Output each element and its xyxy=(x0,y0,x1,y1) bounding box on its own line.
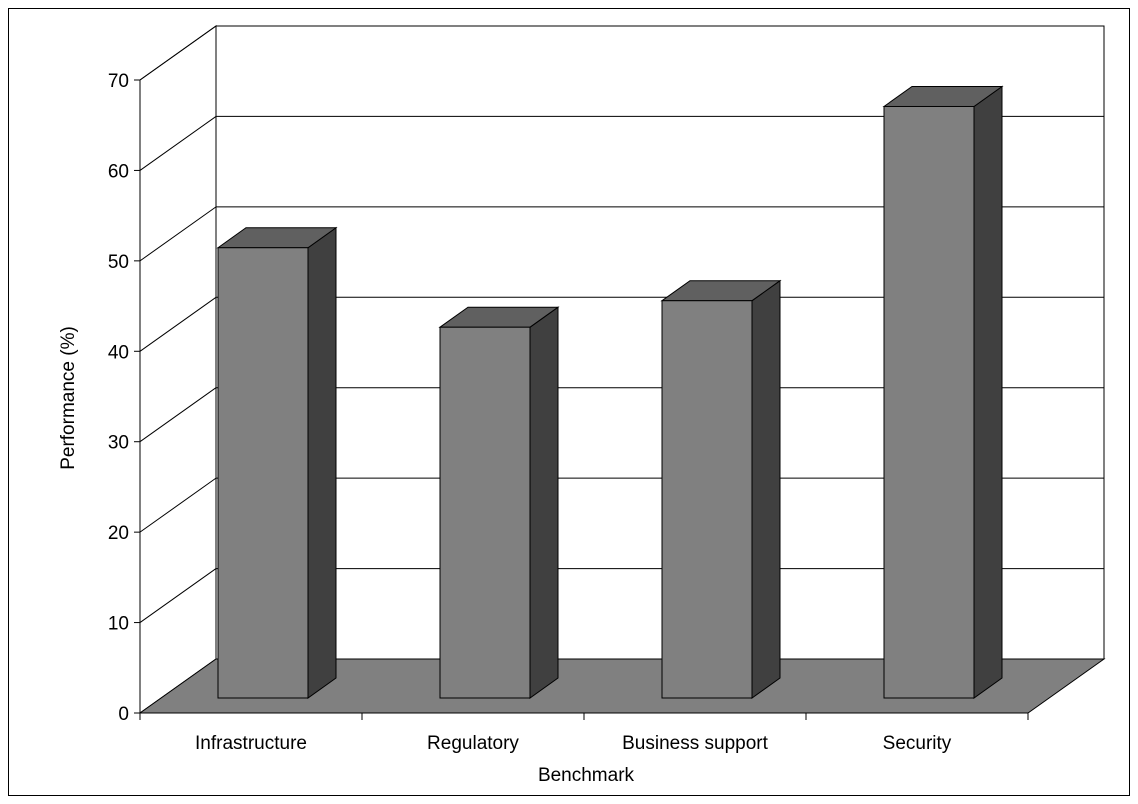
y-tick-label: 20 xyxy=(108,523,129,544)
gridline-side xyxy=(139,477,217,533)
bar-security xyxy=(882,85,1004,699)
bar-regulatory xyxy=(438,306,560,699)
bars xyxy=(216,85,1004,699)
y-tick-label: 70 xyxy=(108,71,129,92)
side-wall xyxy=(139,25,217,714)
gridline-side xyxy=(139,568,217,623)
x-axis-label: Benchmark xyxy=(538,765,635,786)
gridline-side xyxy=(139,206,217,262)
y-axis-label: Performance (%) xyxy=(58,326,79,470)
y-tick-label: 0 xyxy=(118,704,129,725)
bar-side xyxy=(307,226,337,699)
x-tick-label: Infrastructure xyxy=(195,733,307,754)
bar-side xyxy=(751,279,781,699)
y-tick-labels: 0 10 20 30 40 50 60 70 xyxy=(108,71,129,725)
bar-front xyxy=(217,247,309,699)
gridline-side xyxy=(139,25,217,81)
y-tick-label: 40 xyxy=(108,342,129,363)
chart-walls xyxy=(139,25,1105,714)
bar-business-support xyxy=(660,279,782,699)
gridline-side xyxy=(139,116,217,171)
axes xyxy=(134,79,1029,720)
gridline-side xyxy=(139,296,217,352)
bar-front xyxy=(883,105,975,699)
bar-infrastructure xyxy=(216,226,338,699)
y-tick-label: 60 xyxy=(108,161,129,182)
bar-side xyxy=(973,85,1003,699)
y-tick-label: 10 xyxy=(108,614,129,635)
x-tick-label: Security xyxy=(883,733,952,754)
bar-front xyxy=(439,326,531,699)
y-tick-label: 50 xyxy=(108,252,129,273)
bar-front xyxy=(661,300,753,699)
x-tick-label: Business support xyxy=(622,733,768,754)
bar-side xyxy=(529,306,559,699)
x-tick-label: Regulatory xyxy=(427,733,519,754)
gridline-side xyxy=(139,387,217,443)
y-tick-label: 30 xyxy=(108,433,129,454)
x-tick-labels: Infrastructure Regulatory Business support… xyxy=(195,733,952,754)
